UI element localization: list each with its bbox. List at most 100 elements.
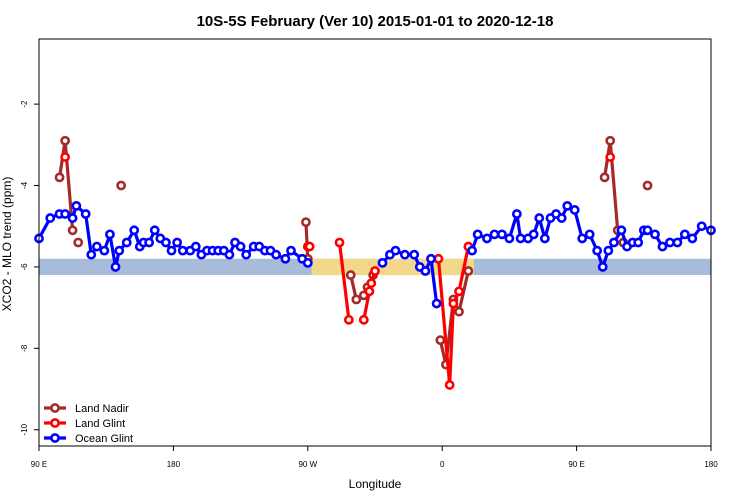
- data-point: [161, 237, 171, 248]
- data-point: [454, 286, 464, 297]
- data-point: [99, 245, 110, 256]
- chart-title: 10S-5S February (Ver 10) 2015-01-01 to 2…: [197, 13, 554, 30]
- data-point: [534, 213, 545, 223]
- data-point: [224, 249, 235, 260]
- data-point: [556, 213, 567, 223]
- data-point: [304, 241, 315, 252]
- data-point: [60, 209, 71, 219]
- data-point: [435, 335, 446, 346]
- data-point: [301, 217, 311, 228]
- data-point: [80, 209, 91, 219]
- data-point: [334, 237, 345, 248]
- data-point: [366, 278, 377, 289]
- y-tick-label: -2: [20, 100, 29, 108]
- x-tick-label: 90 E: [31, 460, 47, 469]
- data-point: [166, 245, 177, 256]
- y-axis-label: XCO2 - MLO trend (ppm): [0, 177, 14, 312]
- data-point: [45, 213, 56, 223]
- series-line: [37, 204, 310, 269]
- data-point: [569, 205, 580, 215]
- data-point: [489, 229, 500, 240]
- data-point: [609, 237, 619, 248]
- x-tick-label: 180: [704, 460, 718, 469]
- data-point: [235, 241, 246, 252]
- series-ocean-glint: [34, 200, 716, 309]
- data-point: [605, 152, 616, 162]
- data-point: [177, 245, 188, 256]
- plot-frame: [38, 38, 712, 447]
- data-point: [584, 229, 595, 240]
- y-tick-label: -6: [20, 263, 29, 271]
- data-point: [672, 237, 683, 248]
- data-point: [420, 266, 431, 276]
- data-point: [409, 249, 420, 260]
- x-axis-label: Longitude: [349, 477, 402, 491]
- data-point: [110, 262, 121, 272]
- y-tick-label: -10: [20, 423, 29, 435]
- data-point: [54, 172, 65, 183]
- data-point: [592, 245, 603, 256]
- data-point: [86, 249, 97, 260]
- x-tick-label: 90 W: [298, 460, 317, 469]
- data-point: [515, 233, 526, 244]
- data-point: [472, 229, 483, 240]
- data-point: [616, 225, 627, 236]
- data-point: [377, 257, 388, 268]
- data-point: [679, 229, 690, 240]
- data-point: [657, 241, 668, 252]
- legend-swatch-marker: [50, 403, 60, 413]
- data-point: [286, 245, 296, 256]
- data-point: [482, 233, 492, 244]
- data-point: [642, 225, 653, 236]
- data-point: [105, 229, 115, 240]
- legend-label: Land Nadir: [75, 403, 129, 415]
- data-point: [116, 180, 127, 191]
- legend-swatch-marker: [50, 433, 60, 443]
- data-point: [633, 237, 644, 248]
- legend-swatch-marker: [50, 418, 60, 428]
- data-point: [426, 253, 436, 264]
- series-layer: [34, 135, 716, 390]
- data-point: [454, 306, 464, 317]
- data-point: [343, 314, 354, 325]
- data-point: [129, 225, 140, 236]
- data-point: [358, 314, 369, 325]
- series-land-nadir: [54, 135, 653, 370]
- legend-label: Land Glint: [75, 418, 125, 430]
- data-point: [497, 229, 507, 240]
- series-land-glint: [60, 152, 616, 390]
- data-point: [605, 135, 616, 146]
- data-point: [433, 253, 444, 264]
- data-point: [390, 245, 401, 256]
- data-point: [114, 245, 125, 256]
- y-tick-label: -8: [20, 344, 29, 352]
- data-point: [577, 233, 588, 244]
- data-point: [504, 233, 515, 244]
- data-point: [71, 200, 82, 211]
- data-point: [351, 294, 362, 305]
- data-point: [399, 249, 410, 260]
- series-line: [304, 220, 310, 261]
- y-tick-label: -4: [20, 181, 29, 189]
- data-point: [190, 241, 201, 252]
- data-point: [444, 380, 455, 390]
- data-point: [665, 237, 675, 248]
- x-tick-label: 90 E: [568, 460, 584, 469]
- data-point: [539, 233, 550, 244]
- data-point: [121, 237, 132, 248]
- legend-label: Ocean Glint: [75, 433, 133, 445]
- data-point: [280, 253, 291, 264]
- data-point: [149, 225, 160, 236]
- x-axis: 90 E 180 90 W 0 90 E 180: [31, 446, 718, 469]
- data-point: [172, 237, 183, 248]
- data-point: [302, 257, 313, 268]
- data-point: [364, 286, 375, 297]
- data-point: [650, 229, 660, 240]
- x-tick-label: 180: [167, 460, 181, 469]
- data-point: [696, 221, 707, 232]
- data-point: [431, 298, 442, 309]
- y-axis: -2 -4 -6 -8 -10: [20, 100, 39, 436]
- data-point: [345, 270, 356, 280]
- data-point: [599, 172, 610, 183]
